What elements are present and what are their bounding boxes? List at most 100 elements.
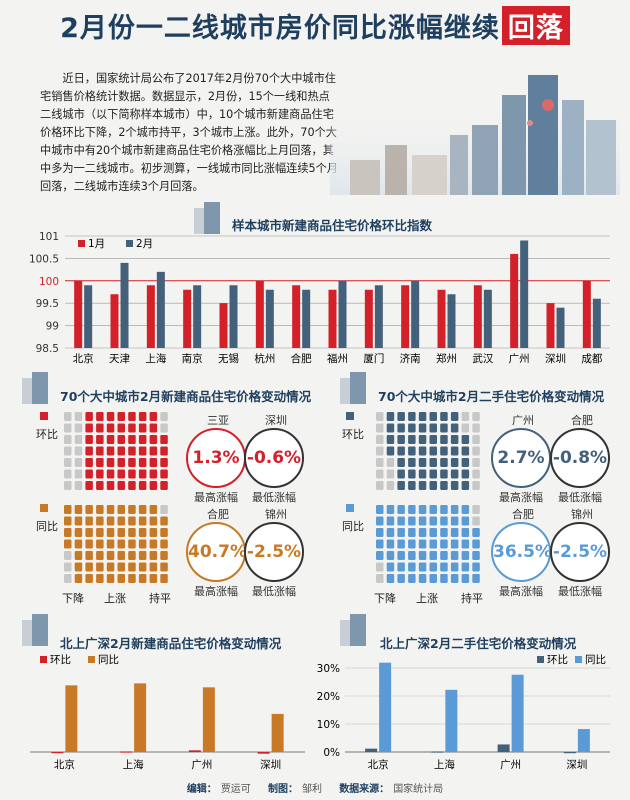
- waffle-cell-up: [106, 423, 115, 433]
- mom-marker-square: [40, 412, 48, 420]
- chart1-legend: 1月 2月: [78, 238, 153, 250]
- editor-name: 贾运可: [220, 784, 251, 795]
- waffle-cell-up: [160, 446, 168, 456]
- chart-xtick: 北京: [368, 758, 389, 771]
- waffle-cell-flat: [472, 435, 480, 444]
- waffle-cell-up: [397, 562, 405, 572]
- chart-ytick: 30%: [317, 663, 340, 675]
- waffle-cell-up: [85, 435, 93, 444]
- waffle-cell-up: [429, 528, 437, 537]
- waffle-cell-up: [149, 562, 158, 572]
- building-icon: [22, 614, 48, 646]
- waffle-cell-up: [440, 412, 448, 421]
- waffle-cell-up: [429, 539, 437, 549]
- chart-xtick: 广州: [191, 759, 212, 771]
- waffle-cell-flat: [472, 469, 480, 479]
- waffle-cell-flat: [472, 481, 480, 490]
- waffle-cell-up: [376, 528, 384, 537]
- chart1-xtick: 无锡: [218, 352, 239, 365]
- waffle-cell-up: [106, 458, 115, 467]
- waffle-cell-up: [149, 458, 158, 467]
- waffle-cell-up: [450, 481, 459, 490]
- waffle-cell-up: [96, 551, 104, 560]
- waffle-cell-flat: [472, 516, 480, 526]
- chart-bar: [271, 713, 284, 752]
- chart1-bars: [74, 240, 601, 348]
- waffle-cell-up: [461, 528, 470, 537]
- building-icon: [340, 614, 366, 646]
- chart1-xtick: 上海: [145, 352, 166, 365]
- waffle-cell-up: [128, 539, 136, 549]
- waffle-cell-up: [397, 528, 405, 537]
- waffle-cell-up: [461, 435, 470, 444]
- waffle-cell-up: [149, 516, 158, 526]
- waffle-cell-up: [138, 562, 147, 572]
- waffle-cell-down: [64, 551, 72, 560]
- used-mom-high-value: 2.7%: [497, 448, 545, 468]
- chart2-bars: [30, 683, 305, 754]
- waffle-new-yoy-grid: [64, 505, 168, 583]
- legend-swatch-yoy: [575, 656, 582, 663]
- waffle-cell-up: [85, 412, 93, 421]
- chart-xtick: 上海: [123, 758, 144, 771]
- waffle-cell-up: [440, 528, 448, 537]
- waffle-cell-up: [397, 574, 405, 583]
- waffle-cell-flat: [472, 446, 480, 456]
- waffle-cell-up: [429, 516, 437, 526]
- waffle-cell-up: [160, 435, 168, 444]
- chart-xtick: 深圳: [260, 759, 281, 771]
- waffle-cell-up: [429, 446, 437, 456]
- chart1-bar: [510, 253, 519, 348]
- waffle-cell-up: [160, 574, 168, 583]
- chart1-xtick: 武汉: [472, 352, 493, 365]
- waffle-cell-flat: [472, 505, 480, 514]
- waffle-cell-up: [450, 528, 459, 537]
- waffle-used-axis-flat: 持平: [461, 592, 483, 605]
- waffle-cell-up: [472, 562, 480, 572]
- waffle-cell-up: [440, 469, 448, 479]
- waffle-cell-up: [408, 539, 416, 549]
- title-highlight: 回落: [501, 6, 570, 45]
- waffle-cell-up: [85, 551, 93, 560]
- chart1-bar: [265, 289, 274, 348]
- waffle-cell-up: [149, 423, 158, 433]
- waffle-cell-up: [429, 505, 437, 514]
- waffle-cell-up: [397, 551, 405, 560]
- waffle-cell-up: [160, 539, 168, 549]
- waffle-cell-up: [128, 551, 136, 560]
- waffle-cell-up: [440, 551, 448, 560]
- waffle-cell-up: [472, 539, 480, 549]
- waffle-new-axis-flat: 持平: [149, 592, 171, 605]
- waffle-cell-up: [128, 469, 136, 479]
- waffle-cell-up: [461, 481, 470, 490]
- chart-ytick: 20%: [317, 691, 340, 703]
- waffle-cell-up: [386, 539, 395, 549]
- new-yoy-high-value: 40.7%: [188, 542, 247, 562]
- waffle-cell-up: [117, 528, 125, 537]
- waffle-cell-up: [386, 574, 395, 583]
- chart1-bar: [473, 285, 482, 348]
- waffle-cell-up: [408, 528, 416, 537]
- used-mom-high-city: 广州: [512, 414, 534, 427]
- waffle-cell-up: [138, 412, 147, 421]
- waffle-cell-flat: [160, 505, 168, 514]
- waffle-cell-up: [149, 469, 158, 479]
- used-yoy-low-city: 锦州: [571, 508, 593, 521]
- waffle-cell-down: [64, 446, 72, 456]
- chart1-bar: [582, 280, 591, 348]
- waffle-cell-up: [160, 528, 168, 537]
- waffle-cell-up: [386, 528, 395, 537]
- waffle-cell-up: [376, 551, 384, 560]
- new-yoy-low-city: 锦州: [265, 508, 287, 521]
- waffle-cell-up: [461, 469, 470, 479]
- waffle-cell-up: [106, 562, 115, 572]
- waffle-cell-up: [408, 412, 416, 421]
- waffle-cell-up: [128, 423, 136, 433]
- waffle-cell-up: [74, 562, 83, 572]
- waffle-cell-up: [386, 562, 395, 572]
- chart1-labels: 98.5 99 99.5 100 100.5 101 北京 天津 上海 南京 无锡 杭州 合肥 福州 厦门 济…: [29, 231, 603, 365]
- waffle-cell-up: [418, 458, 427, 467]
- waffle-cell-down: [74, 481, 83, 490]
- waffle-cell-up: [397, 481, 405, 490]
- waffle-cell-up: [96, 562, 104, 572]
